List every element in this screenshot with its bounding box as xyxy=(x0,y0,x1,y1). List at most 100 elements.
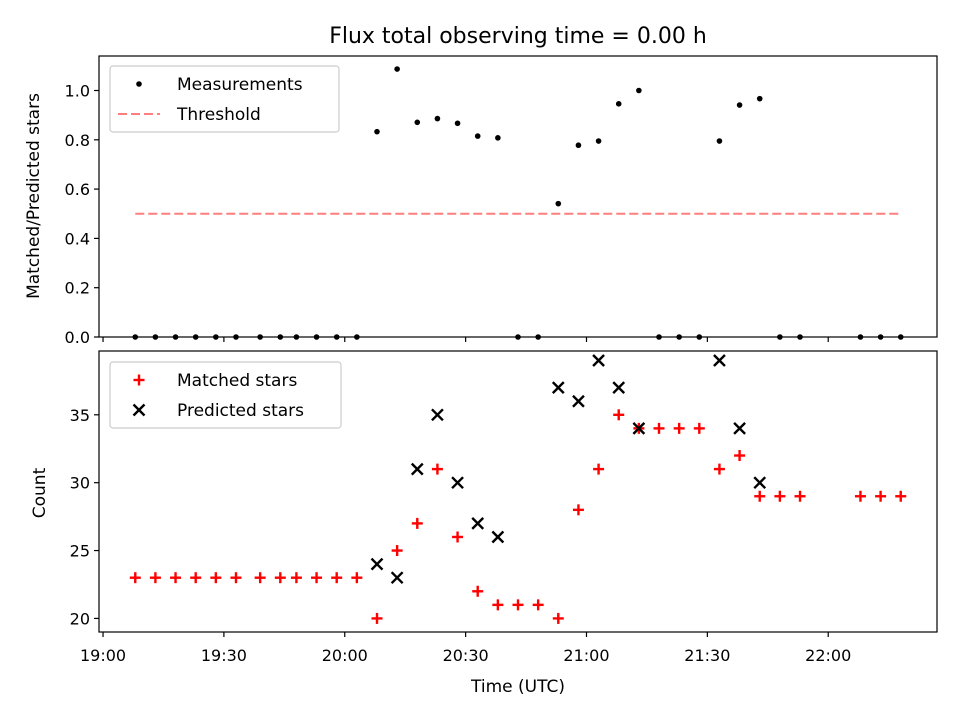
legend-threshold-label: Threshold xyxy=(176,105,261,125)
predicted-star-point xyxy=(551,381,565,395)
legend-measurements-marker xyxy=(136,81,142,87)
predicted-star-point xyxy=(713,354,726,367)
matched-star-point xyxy=(532,599,544,611)
predicted-star-point xyxy=(592,354,605,367)
predicted-star-point xyxy=(370,557,384,571)
bottom-y-tick-label: 25 xyxy=(70,542,90,561)
matched-star-point xyxy=(290,572,302,584)
measurement-point xyxy=(736,102,743,108)
matched-star-point xyxy=(613,409,625,421)
top-y-tick-label: 1.0 xyxy=(65,82,90,101)
measurement-point xyxy=(636,87,642,94)
predicted-star-point xyxy=(733,422,746,435)
top-plot-frame xyxy=(98,55,938,338)
predicted-star-point xyxy=(612,381,626,395)
matched-star-point xyxy=(452,531,464,543)
matched-star-point xyxy=(713,463,725,475)
x-axis-label: Time (UTC) xyxy=(470,677,565,697)
matched-star-point xyxy=(149,572,161,584)
matched-star-point xyxy=(254,572,266,584)
matched-star-point xyxy=(431,463,443,475)
matched-star-point xyxy=(472,585,484,597)
matched-star-point xyxy=(411,517,423,529)
matched-star-point xyxy=(512,599,524,611)
top-y-tick-label: 0.2 xyxy=(65,279,90,298)
predicted-star-point xyxy=(491,530,505,544)
top-y-tick-label: 0.4 xyxy=(65,229,90,248)
measurement-point xyxy=(495,135,501,141)
bottom-panel: 20 25 30 35 19:00 19:30 20:00 20:30 21:00 21:30 22… xyxy=(70,350,938,665)
measurement-point xyxy=(454,120,461,127)
x-tick-label: 19:00 xyxy=(80,646,126,665)
matched-star-point xyxy=(754,490,766,502)
predicted-star-point xyxy=(572,394,585,408)
top-legend-box xyxy=(109,65,340,133)
measurement-point xyxy=(555,200,562,207)
matched-star-point xyxy=(371,612,383,624)
predicted-star-point xyxy=(410,462,424,476)
x-tick-label: 21:30 xyxy=(684,646,730,665)
predicted-star-point xyxy=(753,476,767,490)
matched-star-point xyxy=(854,490,866,502)
matched-star-point xyxy=(210,572,222,584)
predicted-star-point xyxy=(431,408,444,422)
chart-title: Flux total observing time = 0.00 h xyxy=(329,24,707,49)
matched-star-point xyxy=(673,422,685,434)
matched-star-point xyxy=(230,572,242,584)
legend-predicted-marker xyxy=(132,403,146,417)
matched-star-point xyxy=(653,422,665,434)
predicted-star-point xyxy=(632,422,646,435)
matched-star-point xyxy=(492,599,504,611)
top-panel: 0.0 0.2 0.4 0.6 0.8 1.0 Measurements Threshold xyxy=(65,55,938,347)
predicted-star-point xyxy=(451,476,464,490)
matched-star-point xyxy=(895,490,907,502)
top-y-tick-label: 0.6 xyxy=(65,180,90,199)
matched-star-point xyxy=(572,504,584,516)
legend-measurements-label: Measurements xyxy=(177,75,303,95)
top-y-axis-label: Matched/Predicted stars xyxy=(24,93,44,299)
bottom-legend-box xyxy=(109,361,342,429)
matched-star-point xyxy=(552,612,564,624)
matched-star-point xyxy=(391,545,403,557)
x-tick-label: 22:00 xyxy=(805,646,851,665)
x-tick-label: 21:00 xyxy=(563,646,609,665)
predicted-star-point xyxy=(471,517,485,530)
matched-star-point xyxy=(734,450,746,462)
bottom-y-axis-label: Count xyxy=(30,467,50,518)
matched-star-point xyxy=(693,422,705,434)
predicted-star-point xyxy=(390,571,404,585)
matched-star-point xyxy=(331,572,343,584)
measurement-point xyxy=(394,66,400,72)
measurement-point xyxy=(595,138,602,144)
measurement-point xyxy=(434,115,441,122)
legend-matched-marker xyxy=(133,374,145,386)
matched-star-point xyxy=(875,490,887,502)
measurement-point xyxy=(756,95,763,102)
matched-star-point xyxy=(774,490,786,502)
matched-star-point xyxy=(593,463,605,475)
x-tick-label: 20:30 xyxy=(443,646,489,665)
legend-predicted-label: Predicted stars xyxy=(177,401,304,421)
bottom-legend: Matched stars Predicted stars xyxy=(109,361,342,429)
measurement-point xyxy=(615,101,622,107)
top-legend: Measurements Threshold xyxy=(109,65,340,133)
bottom-plot-frame xyxy=(98,350,938,633)
top-y-tick-label: 0.0 xyxy=(65,328,90,347)
matched-star-point xyxy=(190,572,202,584)
matched-star-point xyxy=(274,572,286,584)
legend-matched-label: Matched stars xyxy=(177,371,297,391)
x-tick-label: 20:00 xyxy=(322,646,368,665)
measurement-point xyxy=(575,142,582,149)
matched-star-point xyxy=(129,572,141,584)
x-tick-label: 19:30 xyxy=(201,646,247,665)
bottom-y-tick-label: 35 xyxy=(70,406,90,425)
matched-star-point xyxy=(170,572,182,584)
measurement-point xyxy=(374,128,380,135)
top-y-tick-label: 0.8 xyxy=(65,131,90,150)
bottom-y-tick-label: 30 xyxy=(70,474,90,493)
measurement-point xyxy=(716,138,723,144)
bottom-y-tick-label: 20 xyxy=(70,609,90,628)
matched-star-point xyxy=(311,572,323,584)
